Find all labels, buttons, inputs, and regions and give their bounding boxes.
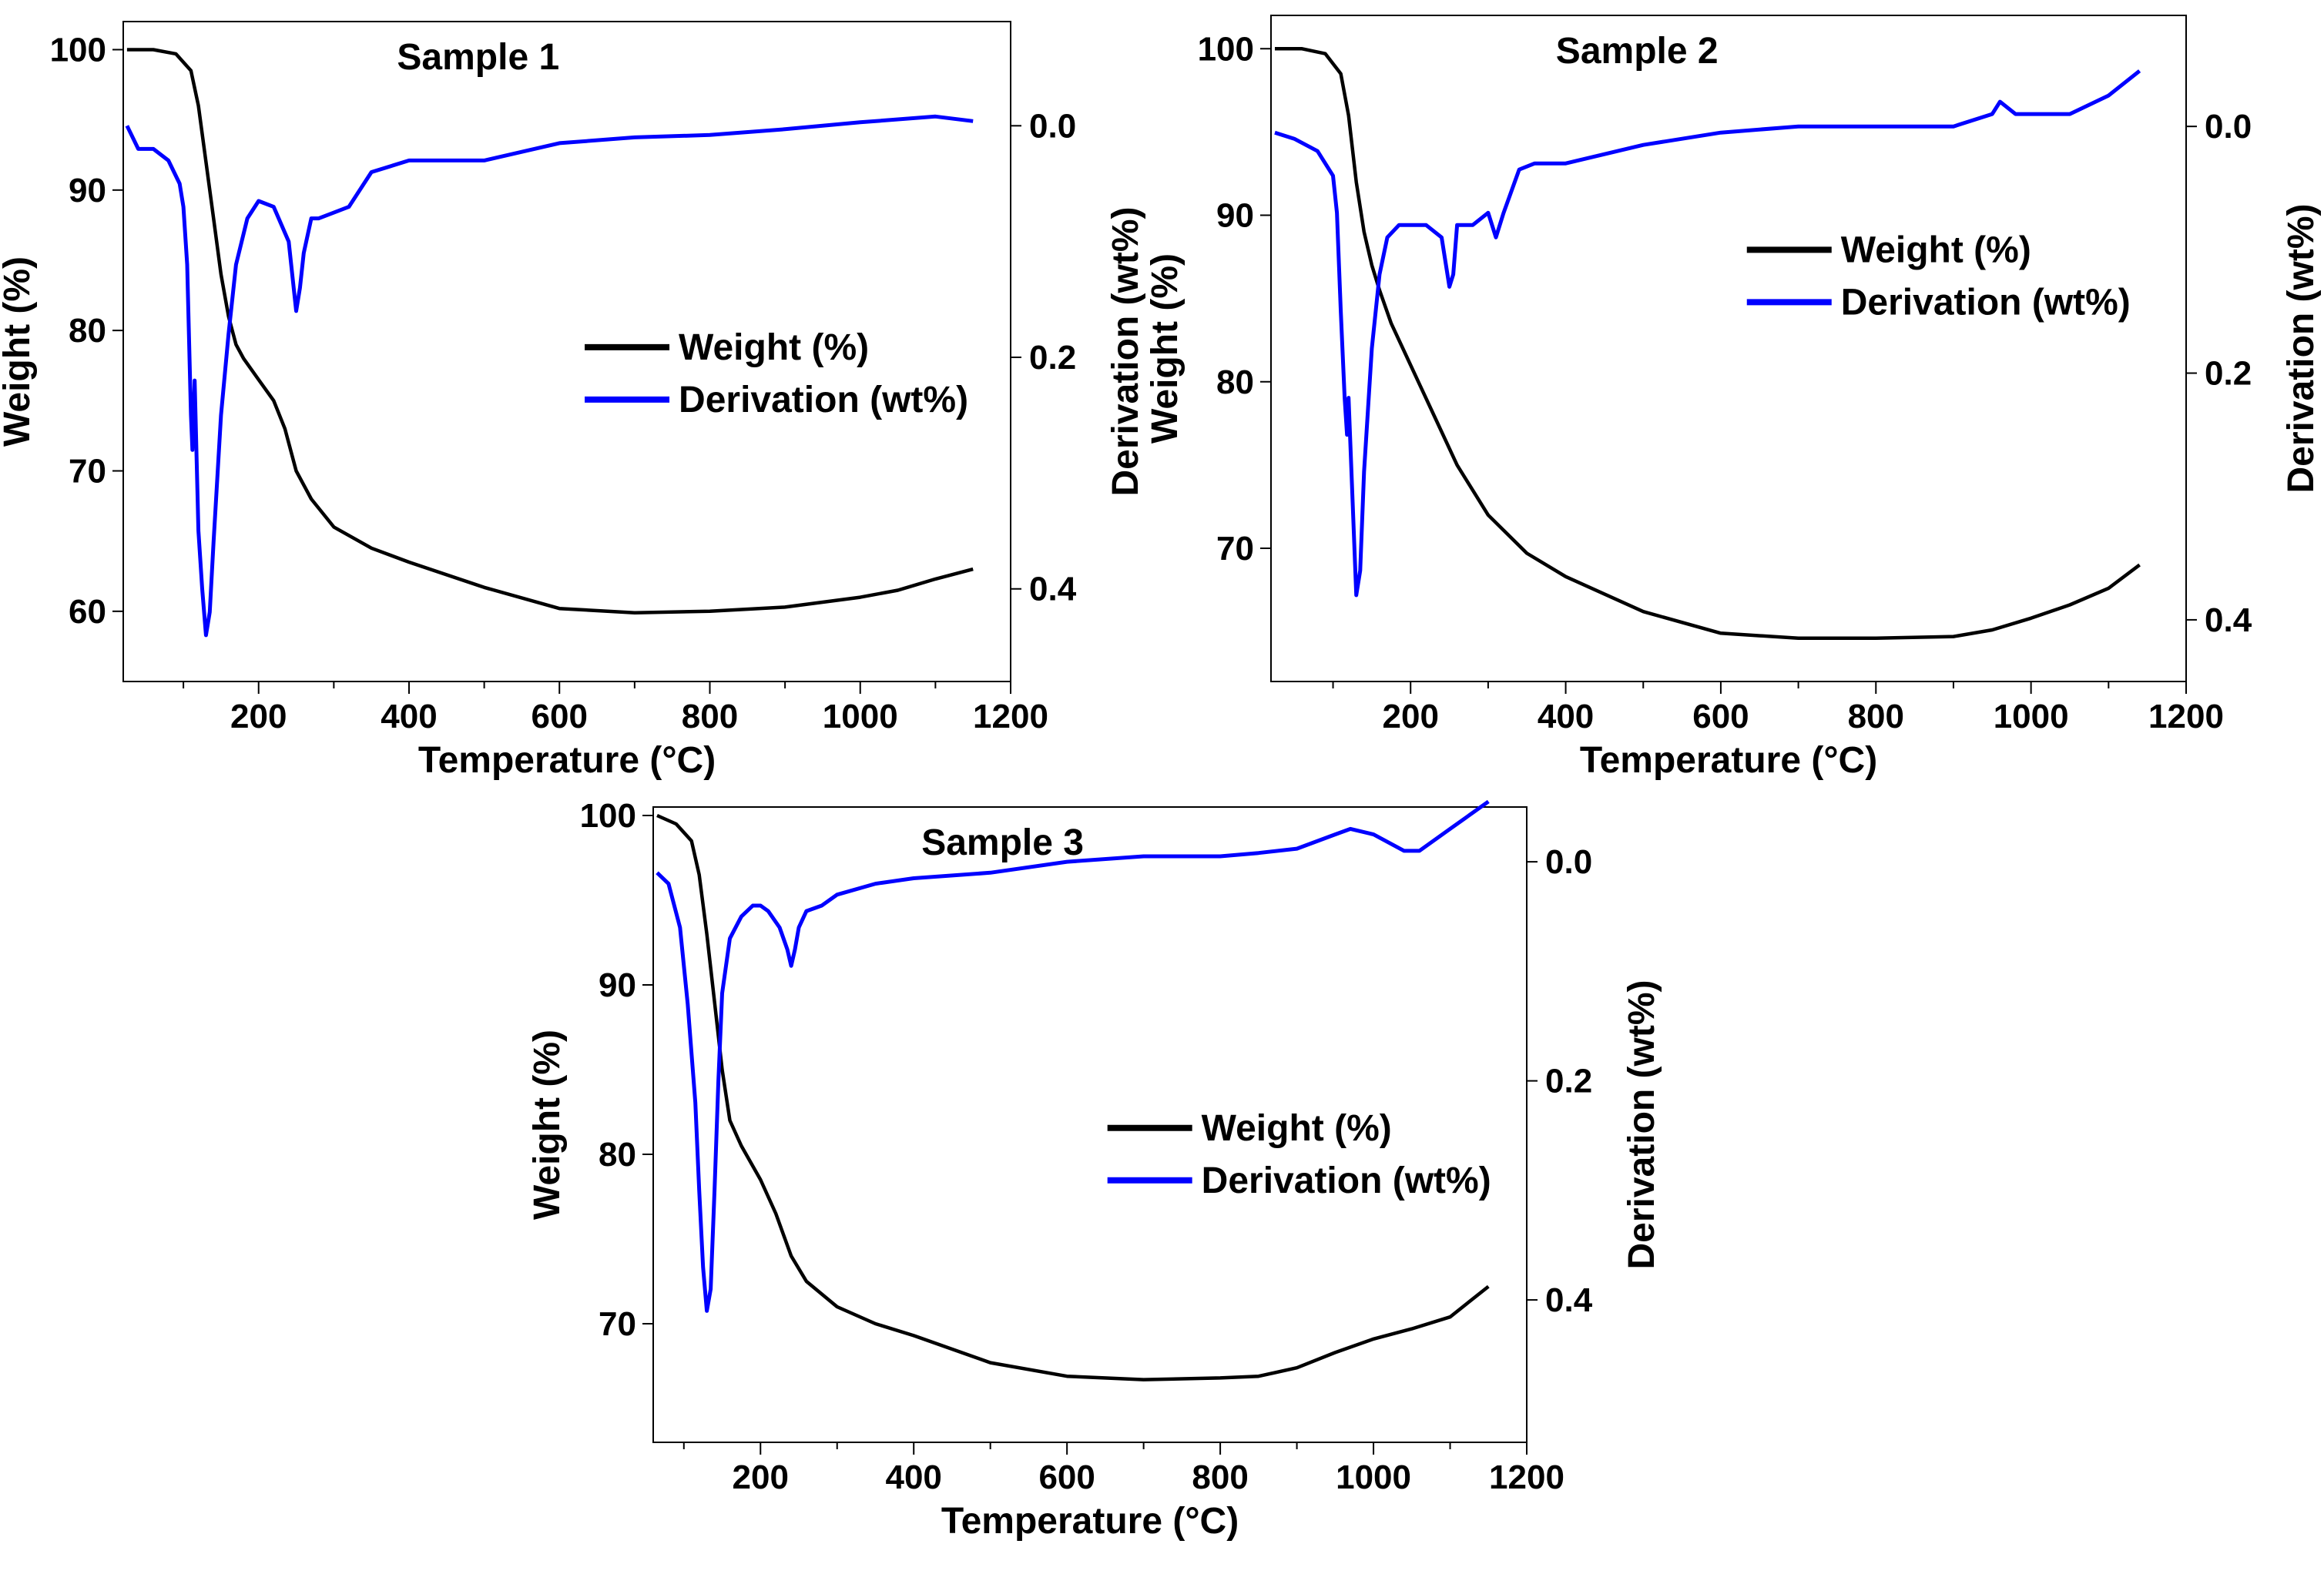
x-tick-label: 800: [1192, 1458, 1248, 1496]
chart-panel-sample-3: 200 400 600 800 1000 1200 70 80 90 100 0.0 0.2 0.4 Te…: [527, 797, 1662, 1542]
chart-title: Sample 1: [397, 37, 559, 78]
y-tick-label: 100: [580, 797, 636, 835]
legend-label: Weight (%): [1841, 229, 2031, 270]
x-tick-label: 1200: [973, 698, 1048, 735]
y-axis-title: Weight (%): [527, 1030, 568, 1220]
y2-axis-title: Derivation (wt%): [2281, 203, 2322, 493]
y2-tick-label: 0.0: [1029, 107, 1076, 145]
y-tick-label: 70: [69, 452, 106, 490]
weight-series-line: [656, 813, 1490, 1381]
x-axis-title: Temperature (°C): [1580, 740, 1877, 781]
y2-tick-label: 0.0: [2205, 108, 2252, 146]
y2-axis-title: Derivation (wt%): [1105, 206, 1146, 496]
weight-series-line: [1275, 47, 2141, 641]
legend-label: Derivation (wt%): [1841, 282, 2131, 323]
legend-label: Derivation (wt%): [679, 380, 968, 420]
y-axis-title: Weight (%): [0, 256, 38, 447]
y2-axis-title: Derivation (wt%): [1621, 980, 1662, 1269]
legend-label: Weight (%): [679, 327, 869, 368]
x-tick-label: 1000: [823, 698, 898, 735]
y-tick-label: 60: [69, 593, 106, 631]
x-tick-label: 1000: [1336, 1458, 1411, 1496]
y-tick-label: 100: [50, 31, 106, 69]
weight-series-line: [126, 48, 974, 615]
x-tick-label: 800: [1848, 698, 1904, 735]
y2-tick-label: 0.2: [1545, 1063, 1592, 1100]
x-axis-title: Temperature (°C): [418, 740, 716, 781]
derivation-series-line: [125, 114, 974, 638]
y2-tick-label: 0.4: [2205, 601, 2252, 639]
legend-label: Weight (%): [1202, 1108, 1392, 1149]
x-tick-label: 400: [1538, 698, 1594, 735]
y-tick-label: 90: [1216, 197, 1254, 235]
derivation-series-line: [656, 799, 1490, 1313]
y2-tick-label: 0.2: [2205, 355, 2252, 393]
x-tick-label: 1200: [1489, 1458, 1564, 1496]
chart-title: Sample 2: [1556, 31, 1719, 72]
x-tick-label: 1200: [2148, 698, 2224, 735]
y-tick-label: 70: [599, 1305, 636, 1343]
legend-label: Derivation (wt%): [1202, 1160, 1491, 1201]
y2-tick-label: 0.2: [1029, 339, 1076, 377]
plot-frame: [652, 806, 1528, 1443]
y-axis-title: Weight (%): [1145, 253, 1185, 444]
x-tick-label: 200: [230, 698, 287, 735]
x-tick-label: 1000: [1994, 698, 2069, 735]
plot-frame: [1270, 15, 2187, 682]
x-axis-title: Temperature (°C): [941, 1501, 1239, 1542]
y-tick-label: 100: [1198, 30, 1254, 68]
chart-title: Sample 3: [921, 822, 1084, 863]
plot-frame: [122, 21, 1011, 682]
x-tick-label: 400: [885, 1458, 941, 1496]
y-tick-label: 90: [599, 966, 636, 1004]
y2-tick-label: 0.0: [1545, 843, 1592, 881]
x-tick-label: 400: [381, 698, 437, 735]
x-tick-label: 600: [1692, 698, 1749, 735]
y-tick-label: 80: [1216, 363, 1254, 401]
y-tick-label: 70: [1216, 530, 1254, 568]
x-tick-label: 600: [532, 698, 588, 735]
y2-tick-label: 0.4: [1029, 571, 1077, 608]
chart-panel-sample-1: 200 400 600 800 1000 1200 60 70 80 90 100 0.0 0.2 0.4…: [0, 21, 1146, 781]
x-tick-label: 800: [682, 698, 738, 735]
x-tick-label: 200: [1383, 698, 1439, 735]
x-tick-label: 600: [1038, 1458, 1095, 1496]
derivation-series-line: [1274, 69, 2141, 598]
y2-tick-label: 0.4: [1545, 1281, 1593, 1319]
y-tick-label: 90: [69, 172, 106, 209]
y-tick-label: 80: [599, 1136, 636, 1174]
x-tick-label: 200: [733, 1458, 789, 1496]
chart-panel-sample-2: 200 400 600 800 1000 1200 70 80 90 100 0.0 0.2 0.4 Te…: [1145, 15, 2322, 781]
y-tick-label: 80: [69, 312, 106, 350]
